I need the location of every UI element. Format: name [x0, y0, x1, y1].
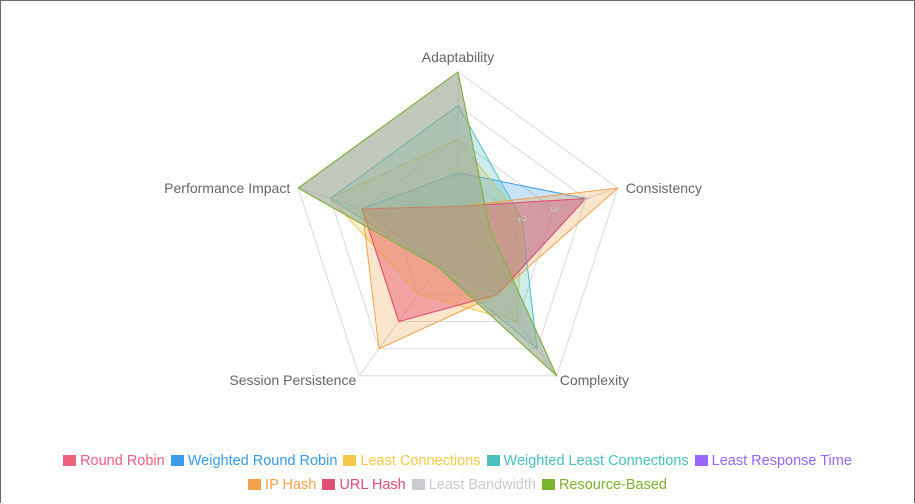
tick-label: 3	[547, 204, 560, 214]
axis-label-adaptability: Adaptability	[422, 49, 494, 65]
legend-item[interactable]: Least Bandwidth	[411, 475, 536, 495]
grid-ring-1	[425, 205, 491, 268]
grid-spoke	[358, 239, 459, 377]
legend-label: URL Hash	[339, 477, 406, 494]
radar-tick-labels: 2 3 4	[515, 194, 592, 224]
legend-swatch	[541, 479, 555, 491]
radar-grid	[297, 71, 619, 377]
axis-label-performance-impact: Performance Impact	[164, 180, 290, 196]
legend-label: Resource-Based	[558, 477, 667, 494]
legend-label: Least Bandwidth	[428, 477, 536, 494]
axis-label-complexity: Complexity	[560, 372, 629, 388]
legend-item[interactable]: Weighted Round Robin	[170, 451, 338, 471]
legend-swatch	[170, 455, 184, 467]
legend-label: Weighted Round Robin	[187, 453, 338, 470]
legend-item[interactable]: Weighted Least Connections	[486, 451, 689, 471]
legend-swatch	[248, 479, 262, 491]
legend-row-2: IP Hash URL Hash Least Bandwidth Resource-B…	[0, 475, 915, 495]
radar-series	[297, 71, 619, 377]
legend-swatch	[343, 455, 357, 467]
grid-ring-2	[393, 172, 523, 295]
legend-item[interactable]: Least Response Time	[694, 451, 852, 471]
grid-spoke	[457, 187, 618, 241]
legend-swatch	[411, 479, 425, 491]
axis-label-session-persistence: Session Persistence	[229, 372, 356, 388]
legend-item[interactable]: Resource-Based	[541, 475, 667, 495]
series-area-6	[361, 197, 587, 323]
legend-label: Least Connections	[360, 453, 481, 470]
legend-swatch	[486, 455, 500, 467]
legend-item[interactable]: Least Connections	[343, 451, 481, 471]
legend-label: Round Robin	[80, 453, 165, 470]
legend-item[interactable]: URL Hash	[322, 475, 406, 495]
series-area-8	[297, 71, 558, 377]
legend-swatch	[694, 455, 708, 467]
grid-spoke	[457, 239, 558, 377]
legend-swatch	[63, 455, 77, 467]
grid-spoke	[298, 187, 459, 241]
legend-item[interactable]: Round Robin	[63, 451, 165, 471]
tick-label: 2	[515, 214, 528, 224]
axis-label-consistency: Consistency	[626, 180, 702, 196]
legend-label: Least Response Time	[711, 453, 852, 470]
legend-label: Weighted Least Connections	[503, 453, 689, 470]
legend-swatch	[322, 479, 336, 491]
tick-label: 4	[579, 194, 592, 204]
radar-axis-labels: Adaptability Consistency Complexity Session…	[164, 49, 702, 388]
legend-item[interactable]: IP Hash	[248, 475, 316, 495]
legend-row-1: Round Robin Weighted Round Robin Least Con…	[0, 451, 915, 471]
legend-label: IP Hash	[265, 477, 317, 494]
